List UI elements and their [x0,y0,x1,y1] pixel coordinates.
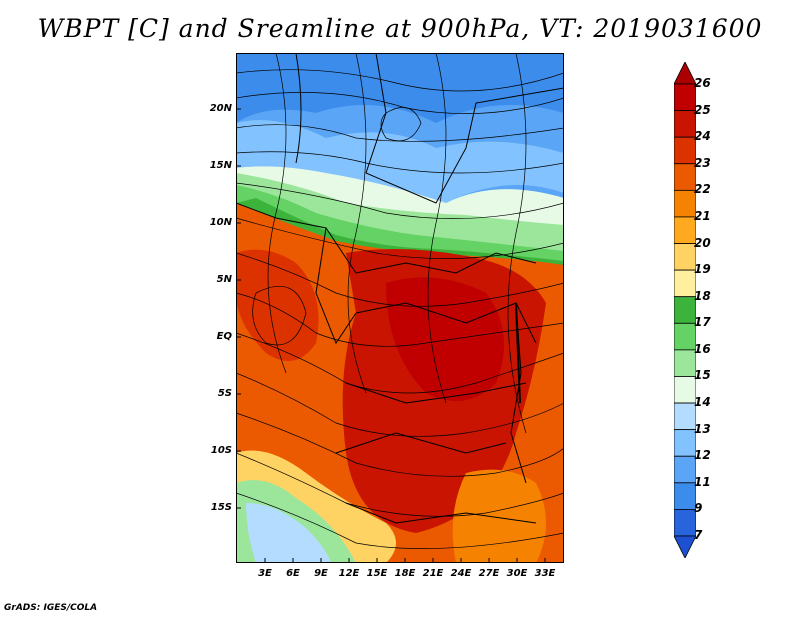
colorbar-label: 16 [694,341,711,356]
lon-label-18e: 18E [394,568,416,579]
colorbar-segment [673,349,697,377]
lon-label-24e: 24E [450,568,472,579]
colorbar-segment [673,189,697,218]
map-panel [236,53,564,563]
colorbar-label: 13 [694,421,711,436]
colorbar-label: 14 [694,395,711,410]
lon-label-12e: 12E [338,568,360,579]
colorbar-label: 11 [694,474,711,489]
colorbar-top-arrow [673,61,697,85]
lon-label-6e: 6E [286,568,300,579]
streamlines [236,53,564,549]
colorbar-segment [673,296,697,324]
colorbar-label: 12 [694,448,711,463]
colorbar-segment [673,322,697,351]
lon-label-15e: 15E [366,568,388,579]
colorbar-label: 23 [694,155,711,170]
lon-label-33e: 33E [534,568,556,579]
colorbar-label: 19 [694,262,711,277]
green-band [236,185,564,265]
colorbar-label: 9 [694,501,703,516]
lat-label-15n: 15N [209,160,232,171]
lat-label-5s: 5S [217,388,232,399]
colorbar-segment [673,269,697,298]
map-frame [236,53,564,563]
colorbar-segment [673,83,697,111]
lon-label-9e: 9E [314,568,328,579]
colorbar-segment [673,243,697,271]
light-green-band [236,173,564,253]
colorbar-segment [673,216,697,244]
colorbar-segment [673,110,697,138]
colorbar-segment [673,455,697,484]
map-title: WBPT [C] and Sreamline at 900hPa, VT: 20… [37,14,763,43]
axis-ticks [236,108,546,563]
lat-label-10n: 10N [209,217,232,228]
colorbar-segment [673,429,697,457]
colorbar [673,61,697,559]
colorbar-label: 17 [694,315,711,330]
lon-label-3e: 3E [258,568,272,579]
lat-label-5n: 5N [216,274,232,285]
colorbar-segment [673,163,697,191]
rift-lakes [515,302,521,404]
south-cool-area [246,503,331,563]
colorbar-segment [673,402,697,431]
lat-label-20n: 20N [209,103,232,114]
colorbar-segment [673,136,697,165]
lat-label-10s: 10S [210,445,232,456]
colorbar-segment [673,376,697,404]
colorbar-label: 21 [694,208,711,223]
country-borders [236,53,564,524]
lon-label-27e: 27E [478,568,500,579]
colorbar-segment [673,482,697,510]
colorbar-label: 7 [694,528,703,542]
colorbar-label: 15 [694,368,711,383]
hottest-core [386,277,504,401]
wbpt-field-map [236,53,564,563]
colorbar-segment [673,509,697,537]
colorbar-label: 26 [694,76,711,90]
lon-label-30e: 30E [506,568,528,579]
colorbar-graphic [673,61,697,559]
pale-band [236,166,564,228]
colorbar-bottom-arrow [673,535,697,559]
lon-label-21e: 21E [422,568,444,579]
southeast-area [452,469,546,563]
colorbar-label: 24 [694,129,711,144]
colorbar-label: 22 [694,182,711,197]
colorbar-label: 18 [694,288,711,303]
footer-credit: GrADS: IGES/COLA [4,603,98,613]
colorbar-label: 25 [694,102,711,117]
colorbar-label: 20 [694,235,711,250]
cool-band [236,120,564,203]
lat-label-eq: EQ [216,331,232,342]
lat-label-15s: 15S [210,502,232,513]
